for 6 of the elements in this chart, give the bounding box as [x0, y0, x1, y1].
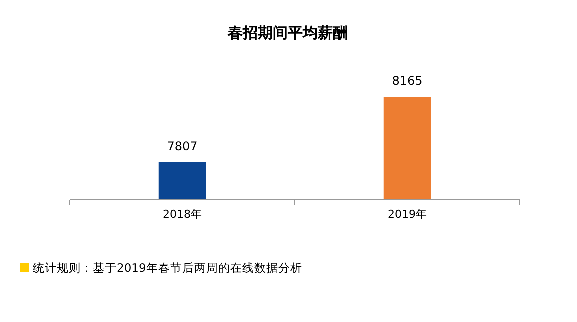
data-label: 8165 [392, 74, 423, 88]
text: 统计规则：基于2019年春节后两周的在线数据分析 [33, 261, 302, 275]
x-tick-label: 2019年 [388, 208, 427, 221]
x-tick-label: 2018年 [163, 208, 202, 221]
data-label: 7807 [167, 139, 198, 154]
chart-title: 春招期间平均薪酬 [227, 24, 348, 42]
